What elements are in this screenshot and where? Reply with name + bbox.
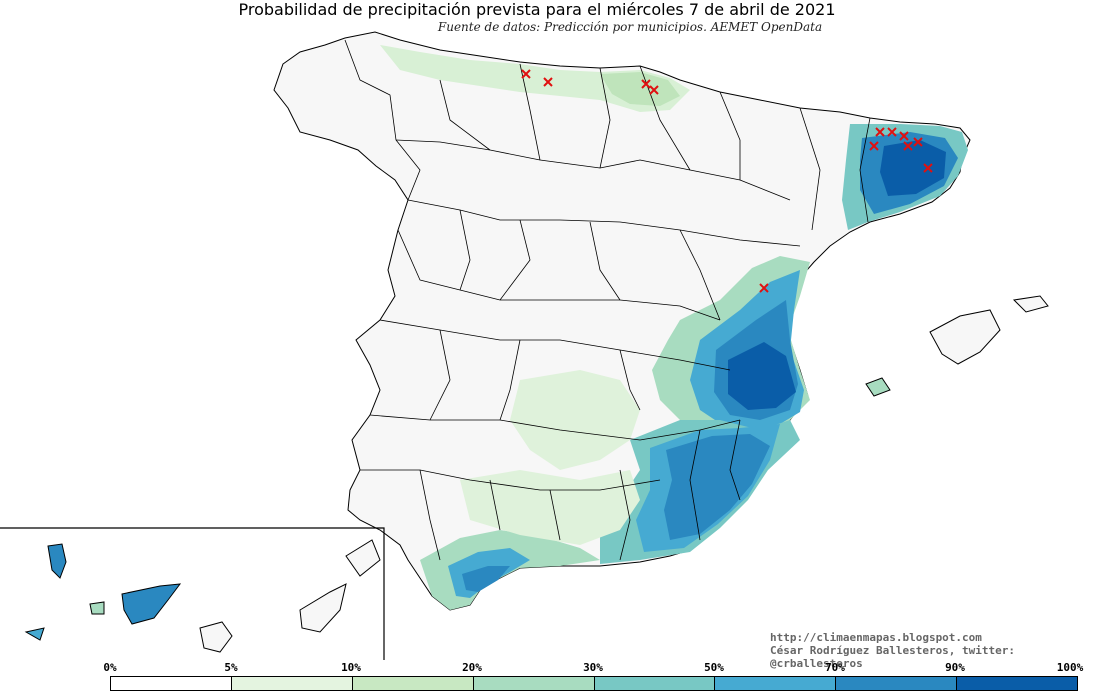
island-mallorca — [929, 309, 1001, 365]
marker-cross — [903, 141, 913, 151]
marker-cross — [759, 283, 769, 293]
marker-cross — [923, 163, 933, 173]
legend-tick: 50% — [704, 661, 724, 674]
legend-swatch — [957, 677, 1077, 690]
marker-cross — [649, 85, 659, 95]
shade-south-3 — [462, 566, 510, 592]
island-ibiza — [865, 377, 891, 397]
canary-inset-frame — [0, 527, 385, 660]
legend-swatch — [715, 677, 837, 690]
precipitation-map — [0, 31, 1049, 660]
island-la-gomera — [89, 601, 105, 615]
shade-north — [380, 45, 690, 112]
marker-cross — [875, 127, 885, 137]
legend-swatch — [473, 677, 595, 690]
marker-cross — [543, 77, 553, 87]
shade-north-2 — [600, 72, 680, 106]
marker-cross — [913, 137, 923, 147]
island-el-hierro — [24, 627, 45, 641]
map-subtitle: Fuente de datos: Predicción por municipi… — [437, 20, 823, 34]
observation-markers — [521, 69, 933, 293]
legend-swatch — [836, 677, 958, 690]
marker-cross — [869, 141, 879, 151]
marker-cross — [887, 127, 897, 137]
island-menorca — [1012, 295, 1049, 313]
province-borders — [344, 39, 871, 561]
legend-swatch — [111, 677, 232, 690]
color-legend — [110, 676, 1078, 691]
legend-swatch — [594, 677, 716, 690]
shade-central — [510, 370, 640, 470]
legend-tick: 0% — [103, 661, 117, 674]
island-gran-canaria — [199, 621, 233, 653]
legend-swatch — [231, 677, 353, 690]
legend-swatch — [352, 677, 474, 690]
legend-tick: 20% — [462, 661, 482, 674]
shade-valencia-4 — [728, 342, 796, 410]
legend-tick: 5% — [224, 661, 238, 674]
marker-cross — [521, 69, 531, 79]
shade-se-3 — [664, 434, 770, 540]
legend-tick: 100% — [1056, 661, 1084, 674]
island-lanzarote — [345, 539, 381, 577]
island-tenerife — [121, 583, 182, 625]
credit-author: César Rodríguez Ballesteros, twitter: @c… — [770, 644, 1016, 670]
shade-south-inland — [460, 470, 640, 545]
island-fuerteventura — [299, 583, 347, 633]
marker-cross — [641, 79, 651, 89]
legend-tick: 90% — [945, 661, 965, 674]
credit-url: http://climaenmapas.blogspot.com — [770, 631, 982, 644]
legend-tick: 30% — [583, 661, 603, 674]
legend-tick: 10% — [341, 661, 361, 674]
marker-cross — [899, 131, 909, 141]
island-la-palma — [47, 543, 67, 579]
shade-catalonia-3 — [880, 140, 946, 196]
map-title: Probabilidad de precipitación prevista p… — [238, 0, 836, 19]
legend-tick: 70% — [825, 661, 845, 674]
